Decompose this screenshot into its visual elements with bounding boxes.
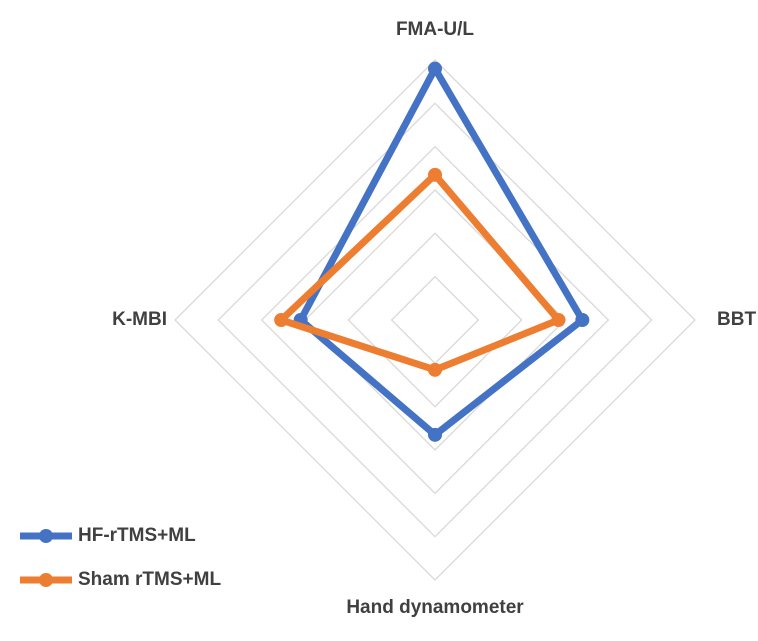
data-point [274, 313, 289, 327]
category-label: FMA-U/L [396, 19, 474, 40]
category-label: Hand dynamometer [346, 597, 524, 618]
data-point [551, 313, 566, 327]
grid-ring [347, 232, 523, 408]
data-point [428, 61, 442, 76]
legend-label: HF-rTMS+ML [78, 525, 196, 546]
data-point [575, 313, 590, 327]
legend-marker [39, 573, 53, 587]
category-label: BBT [717, 309, 756, 330]
series-line [297, 65, 586, 439]
category-label: K-MBI [112, 309, 167, 330]
data-point [428, 167, 442, 182]
grid-ring [390, 275, 480, 365]
legend-label: Sham rTMS+ML [78, 569, 221, 590]
grid-ring [174, 59, 696, 581]
legend-marker [39, 529, 53, 543]
data-point [428, 427, 442, 442]
data-point [428, 362, 442, 377]
grid-ring [217, 102, 653, 538]
